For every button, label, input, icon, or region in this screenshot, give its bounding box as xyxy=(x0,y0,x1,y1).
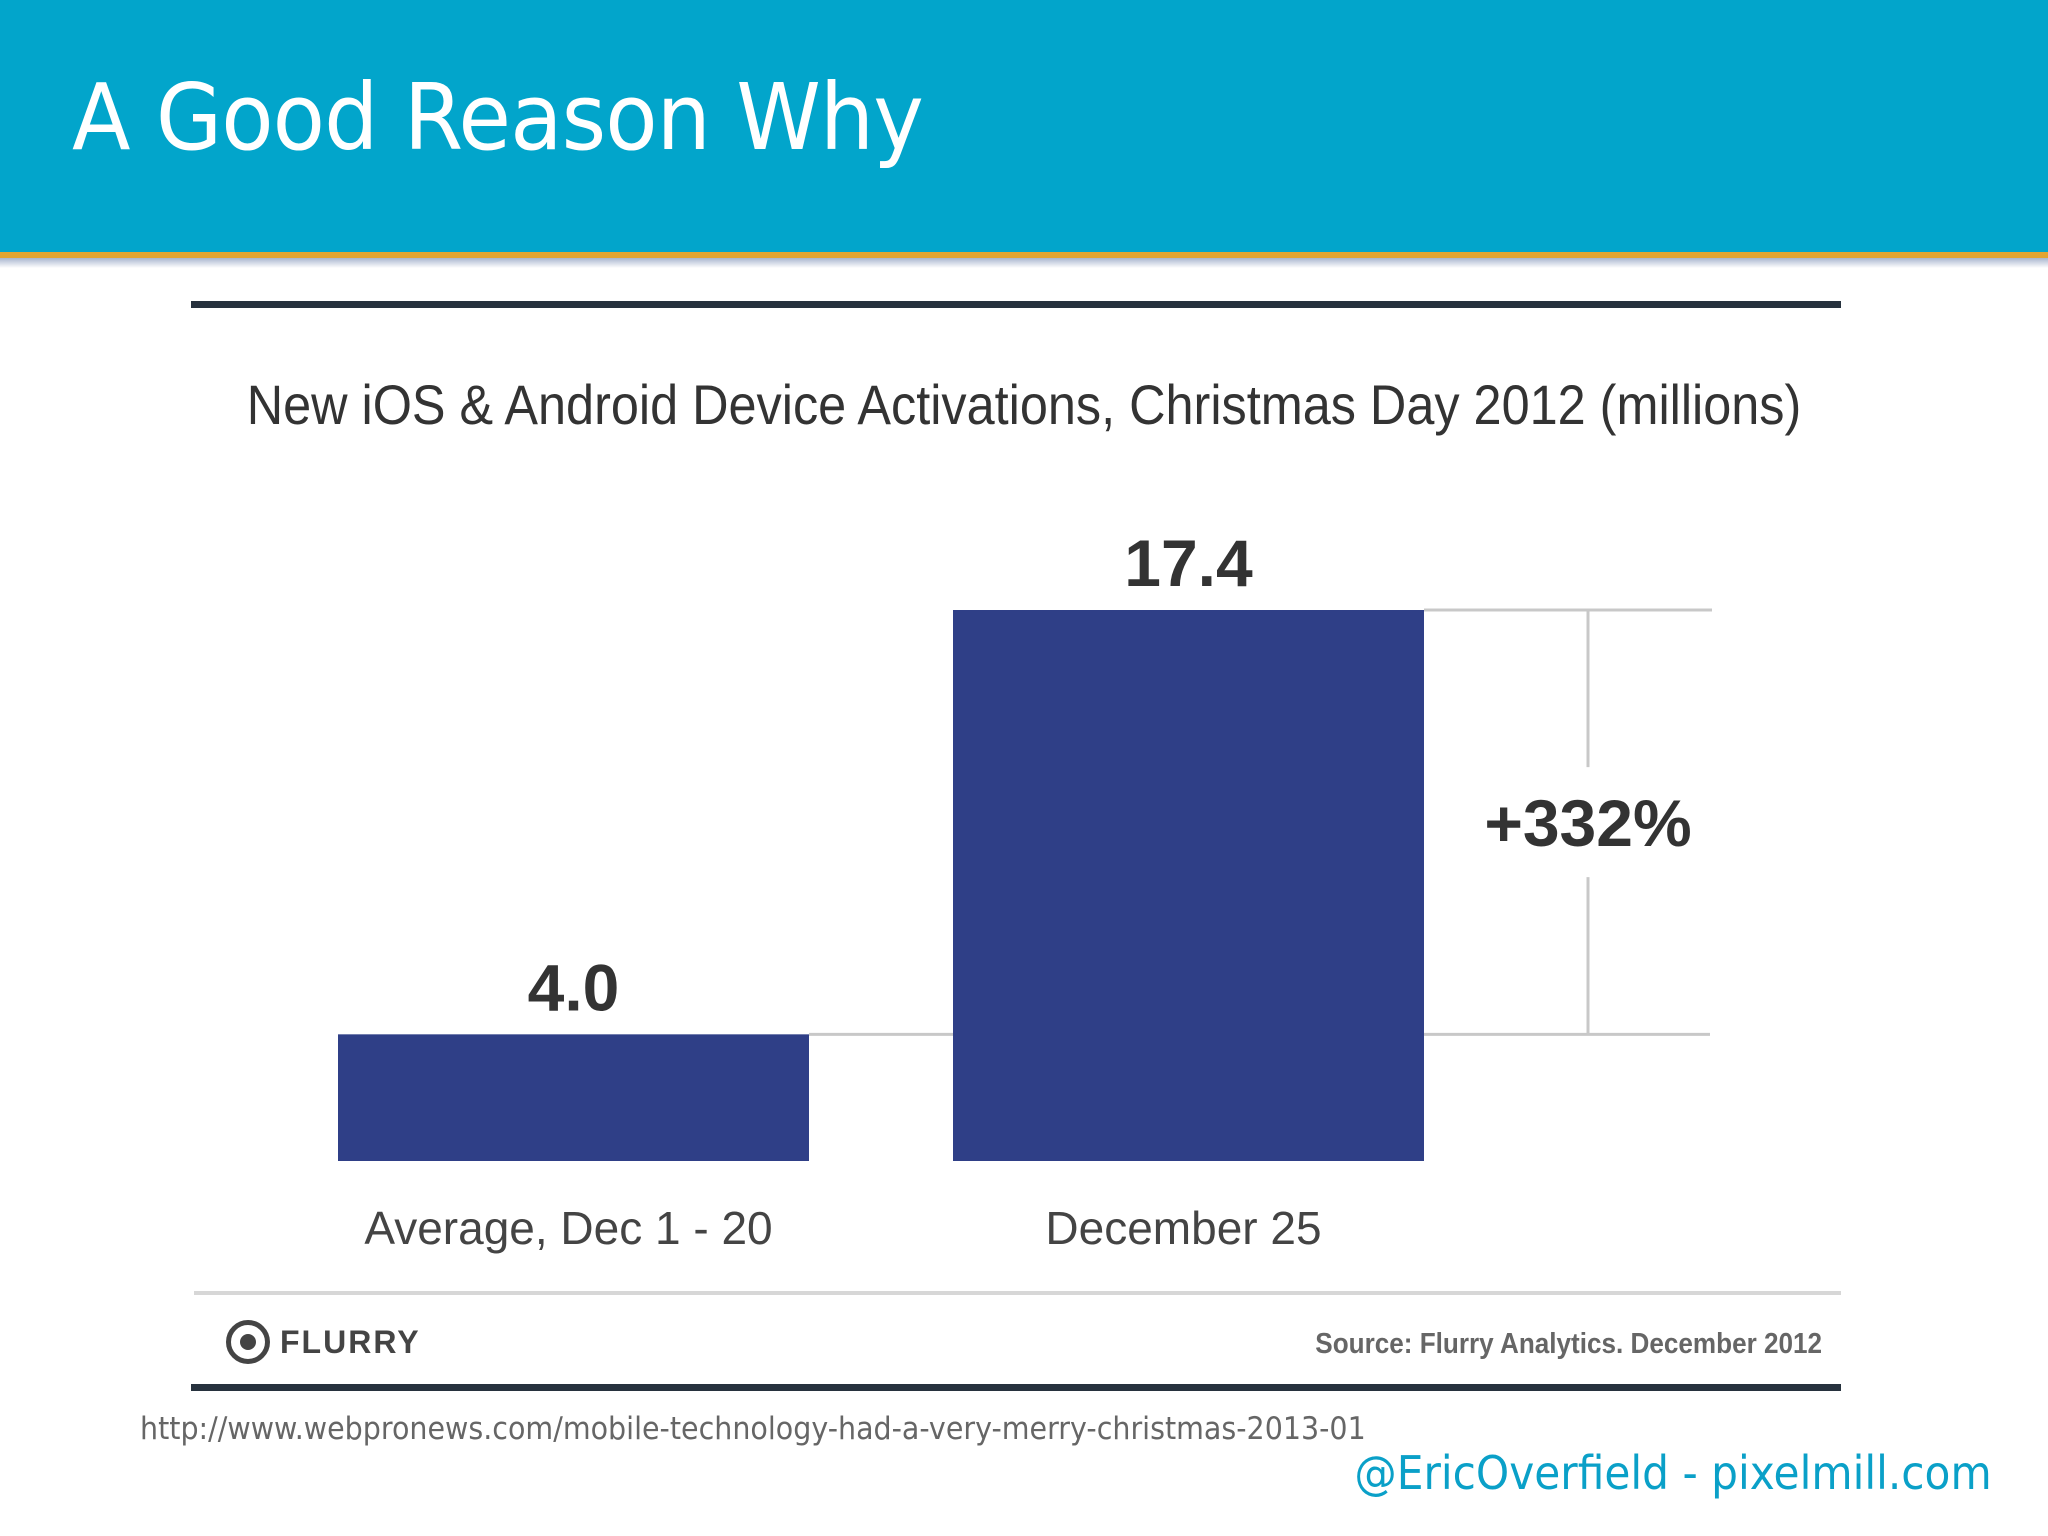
bar-value-label: 4.0 xyxy=(528,950,620,1024)
author-credit: @EricOverfield - pixelmill.com xyxy=(1354,1446,1992,1500)
chart-footer-rule xyxy=(194,1291,1841,1295)
flurry-logo-icon xyxy=(226,1320,270,1364)
chart-top-rule xyxy=(191,301,1841,308)
bar-value-label: 17.4 xyxy=(1124,526,1253,600)
flurry-logo: FLURRY xyxy=(226,1320,421,1364)
header-bar xyxy=(0,0,2048,252)
header-shadow xyxy=(0,258,2048,268)
slide-title: A Good Reason Why xyxy=(72,64,924,171)
percent-increase-annotation: +332% xyxy=(1484,786,1691,860)
chart-source: Source: Flurry Analytics. December 2012 xyxy=(1315,1328,1822,1360)
flurry-logo-text: FLURRY xyxy=(280,1323,421,1360)
source-url: http://www.webpronews.com/mobile-technol… xyxy=(140,1411,1366,1447)
header-accent-line xyxy=(0,252,2048,258)
category-label: Average, Dec 1 - 20 xyxy=(364,1202,772,1254)
category-label: December 25 xyxy=(1045,1202,1321,1254)
chart-title: New iOS & Android Device Activations, Ch… xyxy=(246,373,1802,436)
bar xyxy=(338,1034,809,1161)
chart-bottom-rule xyxy=(191,1384,1841,1391)
bar xyxy=(953,610,1424,1161)
